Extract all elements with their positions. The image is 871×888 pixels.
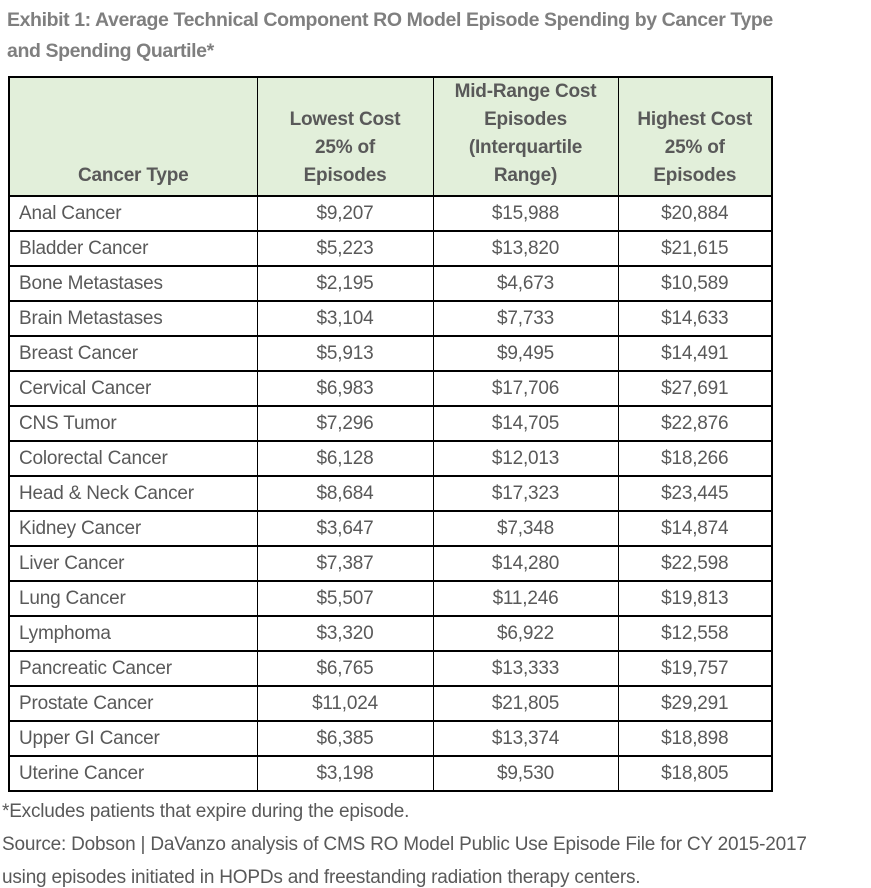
table-row: Liver Cancer $7,387 $14,280 $22,598 (8, 545, 773, 582)
table-row: Anal Cancer $9,207 $15,988 $20,884 (8, 195, 773, 232)
cancer-type-cell: Lymphoma (8, 615, 258, 652)
table-row: Bone Metastases $2,195 $4,673 $10,589 (8, 265, 773, 302)
spending-value-cell: $6,128 (256, 440, 434, 477)
spending-table: Cancer Type Lowest Cost 25% of Episodes … (8, 76, 773, 792)
spending-value-cell: $5,223 (256, 230, 434, 267)
spending-value-cell: $5,913 (256, 335, 434, 372)
spending-value-cell: $14,705 (432, 405, 619, 442)
cancer-type-cell: Kidney Cancer (8, 510, 258, 547)
spending-value-cell: $13,333 (432, 650, 619, 687)
spending-value-cell: $7,348 (432, 510, 619, 547)
table-row: Pancreatic Cancer $6,765 $13,333 $19,757 (8, 650, 773, 687)
spending-value-cell: $22,598 (617, 545, 773, 582)
table-row: Colorectal Cancer $6,128 $12,013 $18,266 (8, 440, 773, 477)
spending-value-cell: $29,291 (617, 685, 773, 722)
table-row: Cervical Cancer $6,983 $17,706 $27,691 (8, 370, 773, 407)
spending-value-cell: $11,024 (256, 685, 434, 722)
spending-value-cell: $7,387 (256, 545, 434, 582)
cancer-type-cell: Breast Cancer (8, 335, 258, 372)
spending-value-cell: $19,813 (617, 580, 773, 617)
cancer-type-cell: Liver Cancer (8, 545, 258, 582)
spending-value-cell: $17,323 (432, 475, 619, 512)
spending-value-cell: $20,884 (617, 195, 773, 232)
spending-value-cell: $18,266 (617, 440, 773, 477)
spending-value-cell: $10,589 (617, 265, 773, 302)
cancer-type-cell: Prostate Cancer (8, 685, 258, 722)
column-header-lowest-cost: Lowest Cost 25% of Episodes (256, 76, 434, 197)
footnote-source: Source: Dobson | DaVanzo analysis of CMS… (2, 834, 807, 888)
table-row: Uterine Cancer $3,198 $9,530 $18,805 (8, 755, 773, 792)
spending-value-cell: $2,195 (256, 265, 434, 302)
spending-value-cell: $11,246 (432, 580, 619, 617)
cancer-type-cell: Anal Cancer (8, 195, 258, 232)
spending-value-cell: $3,647 (256, 510, 434, 547)
cancer-type-cell: Lung Cancer (8, 580, 258, 617)
cancer-type-cell: Cervical Cancer (8, 370, 258, 407)
spending-value-cell: $6,983 (256, 370, 434, 407)
table-row: Head & Neck Cancer $8,684 $17,323 $23,445 (8, 475, 773, 512)
spending-value-cell: $3,198 (256, 755, 434, 792)
spending-value-cell: $14,280 (432, 545, 619, 582)
table-row: Kidney Cancer $3,647 $7,348 $14,874 (8, 510, 773, 547)
table-row: Lymphoma $3,320 $6,922 $12,558 (8, 615, 773, 652)
spending-value-cell: $6,922 (432, 615, 619, 652)
spending-value-cell: $8,684 (256, 475, 434, 512)
spending-value-cell: $3,320 (256, 615, 434, 652)
table-row: Breast Cancer $5,913 $9,495 $14,491 (8, 335, 773, 372)
table-row: Prostate Cancer $11,024 $21,805 $29,291 (8, 685, 773, 722)
table-header-row: Cancer Type Lowest Cost 25% of Episodes … (8, 76, 773, 197)
table-row: Brain Metastases $3,104 $7,733 $14,633 (8, 300, 773, 337)
spending-value-cell: $12,558 (617, 615, 773, 652)
spending-value-cell: $13,820 (432, 230, 619, 267)
spending-value-cell: $21,615 (617, 230, 773, 267)
table-row: Lung Cancer $5,507 $11,246 $19,813 (8, 580, 773, 617)
cancer-type-cell: Upper GI Cancer (8, 720, 258, 757)
spending-value-cell: $27,691 (617, 370, 773, 407)
column-header-mid-range-cost: Mid-Range Cost Episodes (Interquartile R… (432, 76, 619, 197)
cancer-type-cell: Pancreatic Cancer (8, 650, 258, 687)
footnote-exclusion: *Excludes patients that expire during th… (2, 801, 410, 822)
column-header-cancer-type: Cancer Type (8, 76, 258, 197)
cancer-type-cell: Head & Neck Cancer (8, 475, 258, 512)
column-header-highest-cost: Highest Cost 25% of Episodes (617, 76, 773, 197)
spending-value-cell: $5,507 (256, 580, 434, 617)
spending-value-cell: $14,874 (617, 510, 773, 547)
spending-value-cell: $3,104 (256, 300, 434, 337)
table-body: Anal Cancer $9,207 $15,988 $20,884 Bladder C… (8, 195, 773, 792)
spending-value-cell: $7,296 (256, 405, 434, 442)
spending-value-cell: $15,988 (432, 195, 619, 232)
spending-value-cell: $6,385 (256, 720, 434, 757)
spending-value-cell: $6,765 (256, 650, 434, 687)
spending-value-cell: $19,757 (617, 650, 773, 687)
table-row: Upper GI Cancer $6,385 $13,374 $18,898 (8, 720, 773, 757)
spending-value-cell: $21,805 (432, 685, 619, 722)
table-row: Bladder Cancer $5,223 $13,820 $21,615 (8, 230, 773, 267)
exhibit-title: Exhibit 1: Average Technical Component R… (7, 9, 773, 62)
spending-value-cell: $18,898 (617, 720, 773, 757)
spending-value-cell: $22,876 (617, 405, 773, 442)
cancer-type-cell: Brain Metastases (8, 300, 258, 337)
spending-value-cell: $17,706 (432, 370, 619, 407)
spending-value-cell: $9,530 (432, 755, 619, 792)
cancer-type-cell: Colorectal Cancer (8, 440, 258, 477)
spending-value-cell: $9,207 (256, 195, 434, 232)
cancer-type-cell: Bladder Cancer (8, 230, 258, 267)
cancer-type-cell: Bone Metastases (8, 265, 258, 302)
spending-value-cell: $9,495 (432, 335, 619, 372)
spending-value-cell: $14,491 (617, 335, 773, 372)
cancer-type-cell: Uterine Cancer (8, 755, 258, 792)
cancer-type-cell: CNS Tumor (8, 405, 258, 442)
spending-value-cell: $14,633 (617, 300, 773, 337)
spending-value-cell: $12,013 (432, 440, 619, 477)
table-row: CNS Tumor $7,296 $14,705 $22,876 (8, 405, 773, 442)
spending-value-cell: $18,805 (617, 755, 773, 792)
spending-value-cell: $23,445 (617, 475, 773, 512)
spending-value-cell: $7,733 (432, 300, 619, 337)
spending-value-cell: $13,374 (432, 720, 619, 757)
spending-value-cell: $4,673 (432, 265, 619, 302)
